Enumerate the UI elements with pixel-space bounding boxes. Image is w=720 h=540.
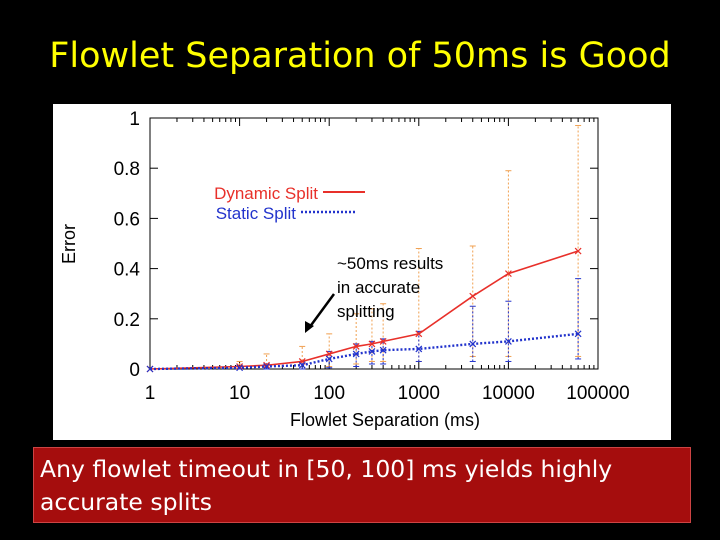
annotation-line-2: in accurate: [337, 278, 420, 297]
x-tick-label: 100: [313, 383, 345, 404]
data-point: [574, 247, 582, 255]
slide-title: Flowlet Separation of 50ms is Good: [49, 36, 671, 76]
annotation: ~50ms results in accurate splitting: [305, 254, 443, 333]
data-point: [368, 340, 376, 348]
data-point: [236, 363, 244, 370]
legend-dynamic-label: Dynamic Split: [214, 184, 318, 203]
data-point: [352, 342, 360, 350]
series-line-static: [149, 332, 579, 371]
x-axis-label: Flowlet Separation (ms): [290, 410, 480, 430]
annotation-arrowhead: [305, 321, 314, 333]
y-tick-label: 0: [129, 360, 140, 381]
data-point: [352, 350, 360, 358]
legend-static-label: Static Split: [216, 204, 297, 223]
caption-box: Any flowlet timeout in [50, 100] ms yiel…: [33, 447, 691, 523]
annotation-line-1: ~50ms results: [337, 254, 443, 273]
error-chart: 1 10 100 1000 10000 100000 0 0.2 0.4 0.6 0.8 1 Flow…: [59, 109, 630, 430]
data-point: [325, 355, 333, 363]
x-tick-label: 1000: [398, 383, 440, 404]
caption-text: Any flowlet timeout in [50, 100] ms yiel…: [40, 455, 613, 516]
error-bars: [236, 125, 582, 370]
y-tick-label: 0.8: [114, 159, 140, 180]
data-point: [236, 364, 244, 372]
data-point: [504, 337, 512, 345]
y-axis-label: Error: [59, 224, 79, 264]
x-tick-label: 10: [229, 383, 250, 404]
legend: Dynamic Split Static Split: [214, 184, 365, 223]
y-tick-label: 0.2: [114, 310, 140, 331]
data-point: [469, 292, 477, 300]
data-point: [574, 330, 582, 338]
series-line-dynamic: [149, 250, 579, 370]
series-lines: [146, 247, 582, 373]
annotation-line-3: splitting: [337, 302, 395, 321]
data-point: [415, 345, 423, 353]
data-point: [415, 330, 423, 338]
plot-border: [149, 117, 599, 370]
data-point: [368, 348, 376, 355]
data-point: [298, 361, 306, 369]
data-point: [504, 270, 512, 278]
data-point: [325, 350, 333, 358]
y-tick-label: 1: [129, 109, 140, 130]
y-tick-label: 0.6: [114, 209, 140, 230]
data-point: [469, 340, 477, 348]
data-point: [379, 346, 387, 354]
plot-frame: [149, 117, 599, 370]
plot-panel: 1 10 100 1000 10000 100000 0 0.2 0.4 0.6 0.8 1 Flow…: [53, 104, 671, 440]
x-tick-label: 100000: [566, 383, 629, 404]
axis-ticks: 1 10 100 1000 10000 100000 0 0.2 0.4 0.6 0.8 1: [114, 109, 630, 404]
annotation-arrow: [307, 293, 336, 329]
x-tick-label: 1: [145, 383, 156, 404]
y-tick-label: 0.4: [114, 260, 141, 281]
x-tick-label: 10000: [482, 383, 535, 404]
data-point: [263, 361, 270, 369]
data-point: [379, 337, 387, 345]
data-point: [263, 363, 270, 370]
data-point: [146, 365, 154, 373]
